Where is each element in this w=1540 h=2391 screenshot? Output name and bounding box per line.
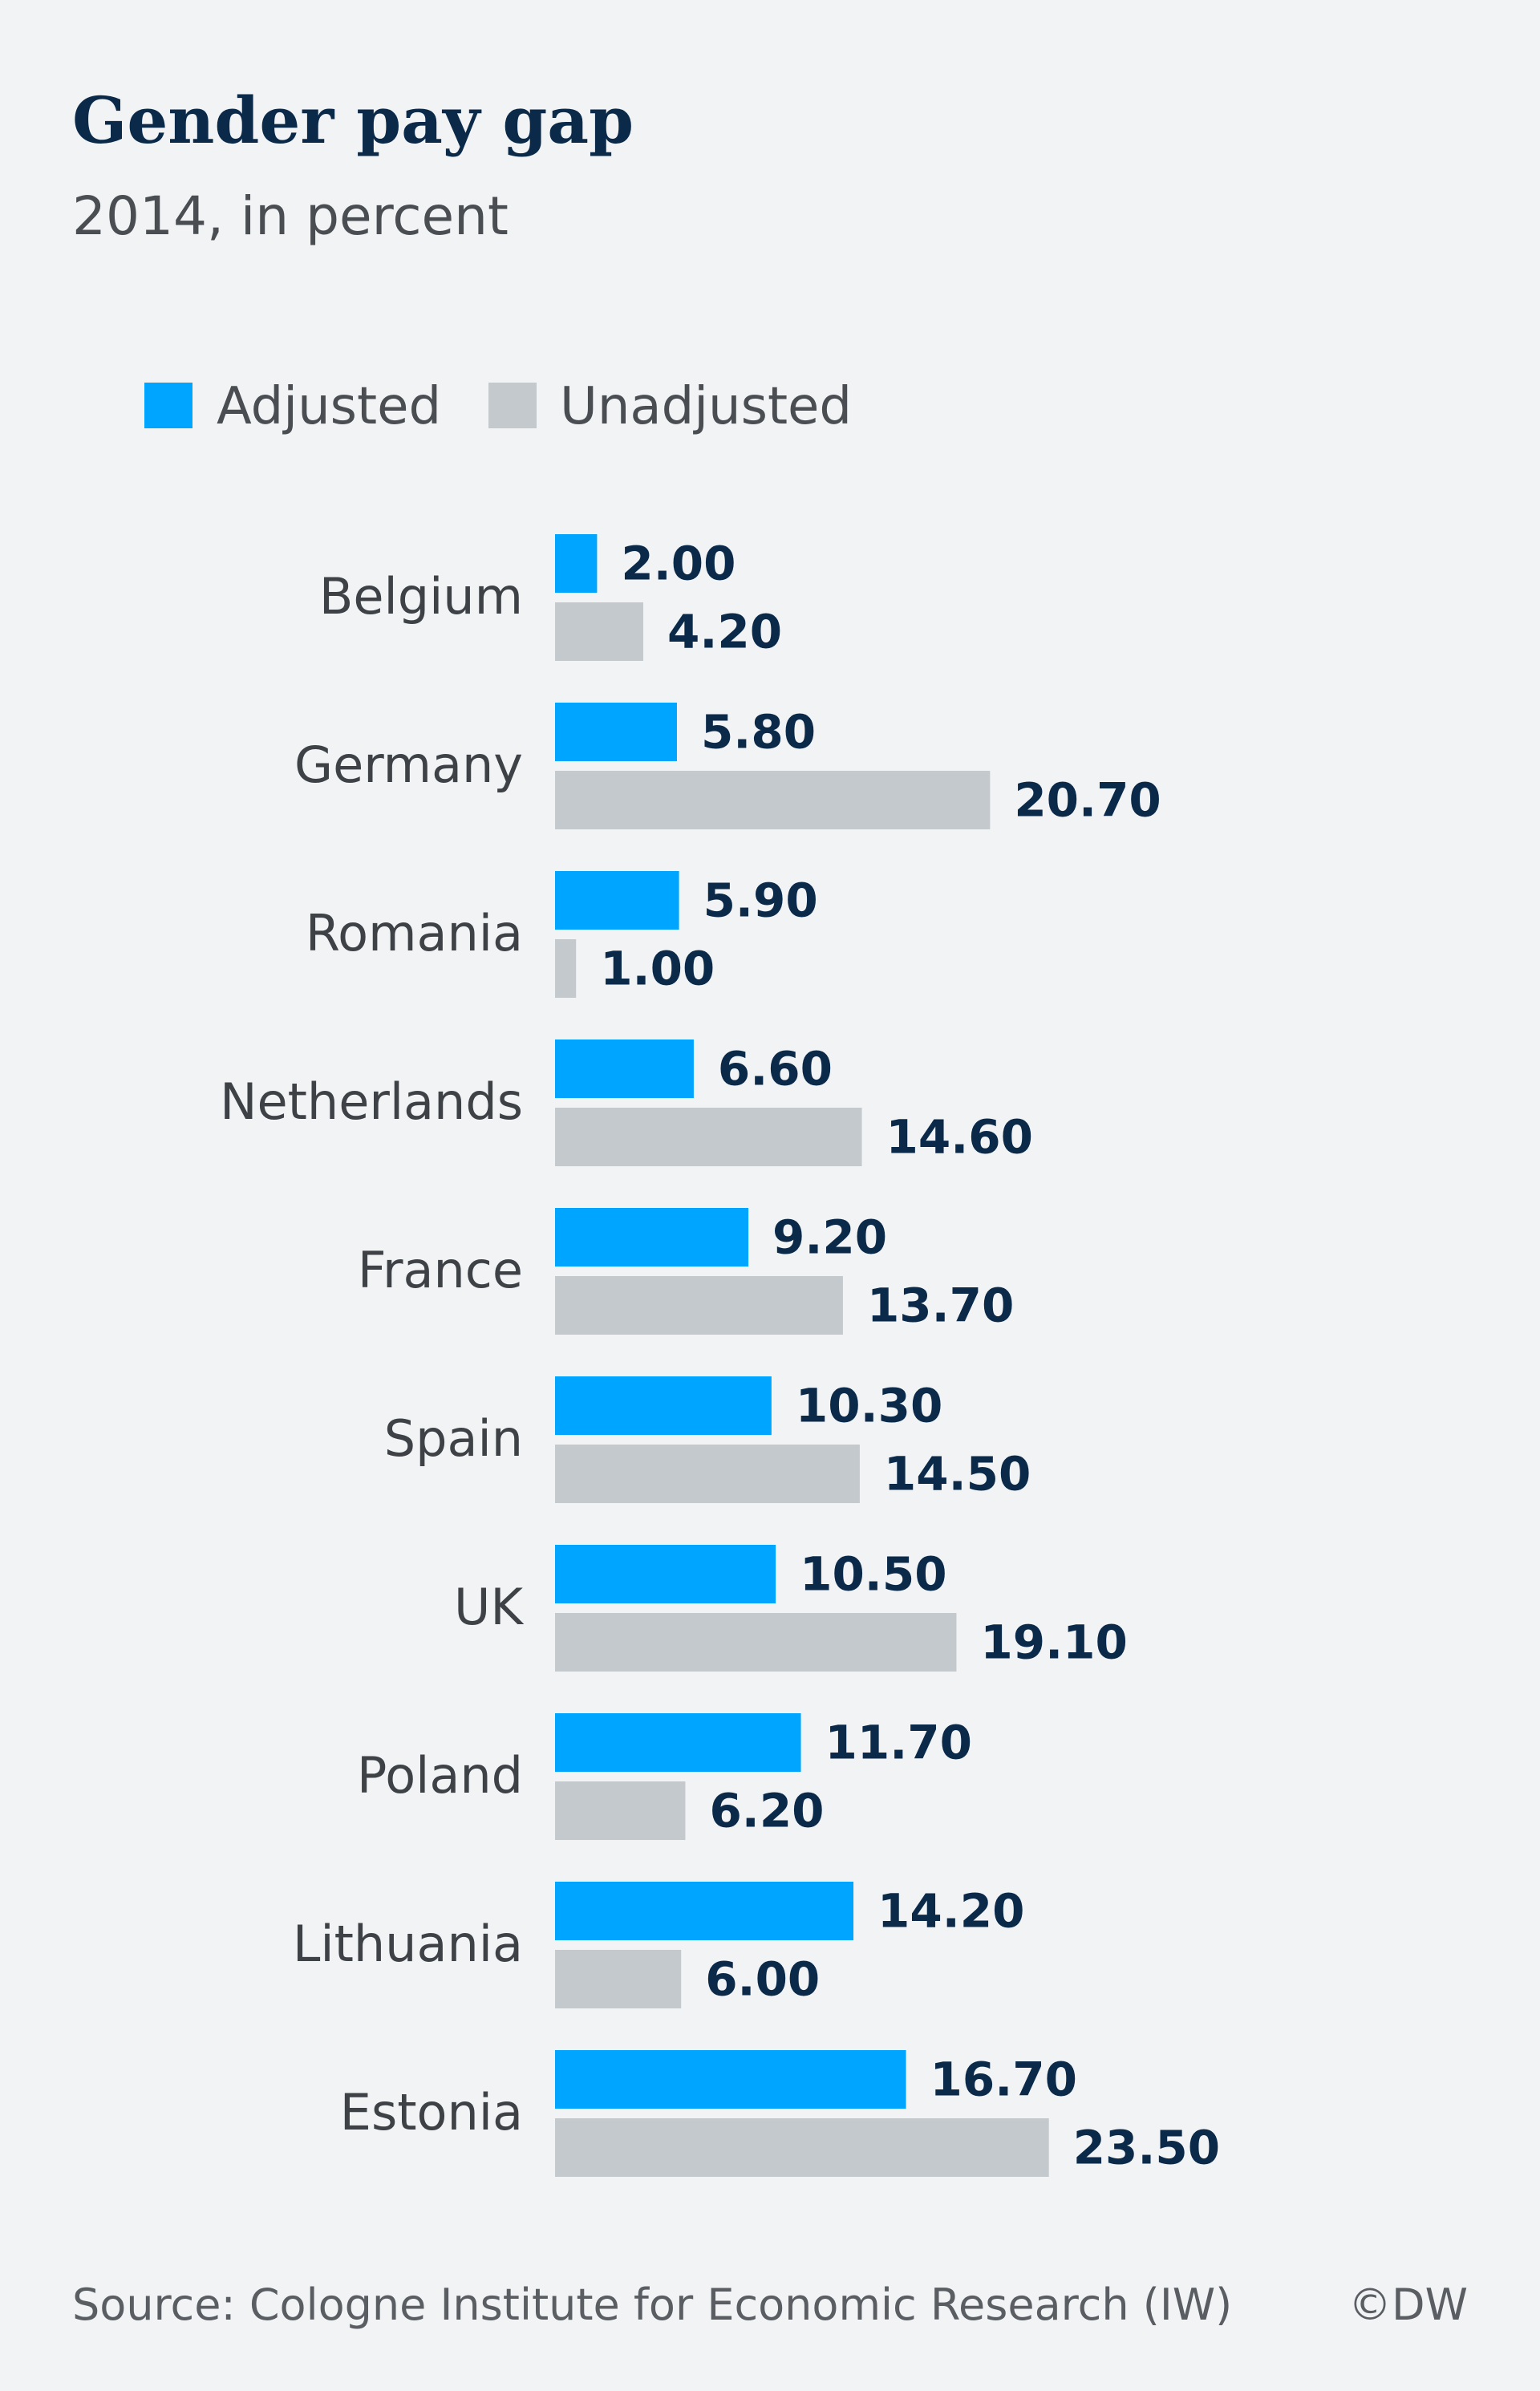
value-label-unadjusted: 19.10 (980, 1615, 1127, 1670)
value-label-unadjusted: 6.20 (709, 1784, 824, 1838)
bar-adjusted (555, 1545, 776, 1603)
bar-adjusted (555, 871, 679, 930)
category-label: Lithuania (293, 1915, 523, 1973)
legend-label-unadjusted: Unadjusted (560, 377, 852, 436)
value-label-adjusted: 5.90 (703, 873, 818, 928)
bar-unadjusted (555, 1445, 860, 1503)
category-label: Germany (294, 736, 523, 794)
value-label-unadjusted: 4.20 (667, 605, 782, 659)
bar-adjusted (555, 1208, 749, 1266)
chart-title: Gender pay gap (72, 83, 634, 158)
bar-unadjusted (555, 1108, 862, 1166)
category-label: Spain (384, 1409, 523, 1468)
value-label-adjusted: 5.80 (701, 705, 816, 760)
category-label: Estonia (340, 2083, 523, 2142)
bar-unadjusted (555, 1781, 686, 1840)
value-label-unadjusted: 20.70 (1014, 773, 1161, 828)
bar-unadjusted (555, 1950, 682, 2008)
chart-subtitle: 2014, in percent (72, 185, 509, 247)
bar-unadjusted (555, 1613, 957, 1672)
bar-adjusted (555, 703, 677, 761)
value-label-adjusted: 16.70 (930, 2053, 1077, 2107)
category-label: Netherlands (220, 1072, 523, 1131)
value-label-adjusted: 2.00 (621, 537, 736, 591)
value-label-unadjusted: 14.50 (884, 1447, 1031, 1501)
value-label-adjusted: 10.30 (796, 1379, 942, 1433)
legend-swatch-adjusted (144, 383, 192, 428)
bar-adjusted (555, 1713, 801, 1772)
value-label-unadjusted: 23.50 (1073, 2121, 1220, 2175)
value-label-adjusted: 14.20 (877, 1884, 1024, 1939)
bar-adjusted (555, 1039, 694, 1098)
value-label-adjusted: 6.60 (718, 1042, 833, 1096)
bar-unadjusted (555, 602, 644, 661)
source-note: Source: Cologne Institute for Economic R… (72, 2280, 1232, 2330)
legend-swatch-unadjusted (488, 383, 537, 428)
credit-label: ©DW (1348, 2280, 1468, 2330)
category-label: Belgium (319, 567, 523, 626)
value-label-unadjusted: 14.60 (886, 1110, 1033, 1165)
category-label: UK (454, 1578, 524, 1636)
value-label-unadjusted: 6.00 (705, 1952, 820, 2007)
value-label-adjusted: 11.70 (825, 1716, 972, 1770)
bar-adjusted (555, 2050, 906, 2109)
category-label: France (358, 1241, 523, 1299)
bar-adjusted (555, 534, 598, 593)
plot-area: Belgium 2.00 4.20 Germany 5.80 20.70 Romania 5.… (220, 534, 1220, 2177)
value-label-unadjusted: 1.00 (600, 942, 715, 996)
bar-unadjusted (555, 2118, 1049, 2177)
bar-unadjusted (555, 939, 577, 998)
category-label: Poland (357, 1746, 523, 1805)
bar-adjusted (555, 1882, 854, 1940)
value-label-unadjusted: 13.70 (867, 1279, 1014, 1333)
category-label: Romania (306, 904, 523, 962)
bar-unadjusted (555, 771, 991, 829)
bar-unadjusted (555, 1276, 843, 1335)
bar-adjusted (555, 1376, 772, 1435)
value-label-adjusted: 9.20 (772, 1210, 887, 1265)
legend: Adjusted Unadjusted (144, 377, 852, 436)
legend-label-adjusted: Adjusted (217, 377, 441, 436)
value-label-adjusted: 10.50 (800, 1547, 946, 1602)
